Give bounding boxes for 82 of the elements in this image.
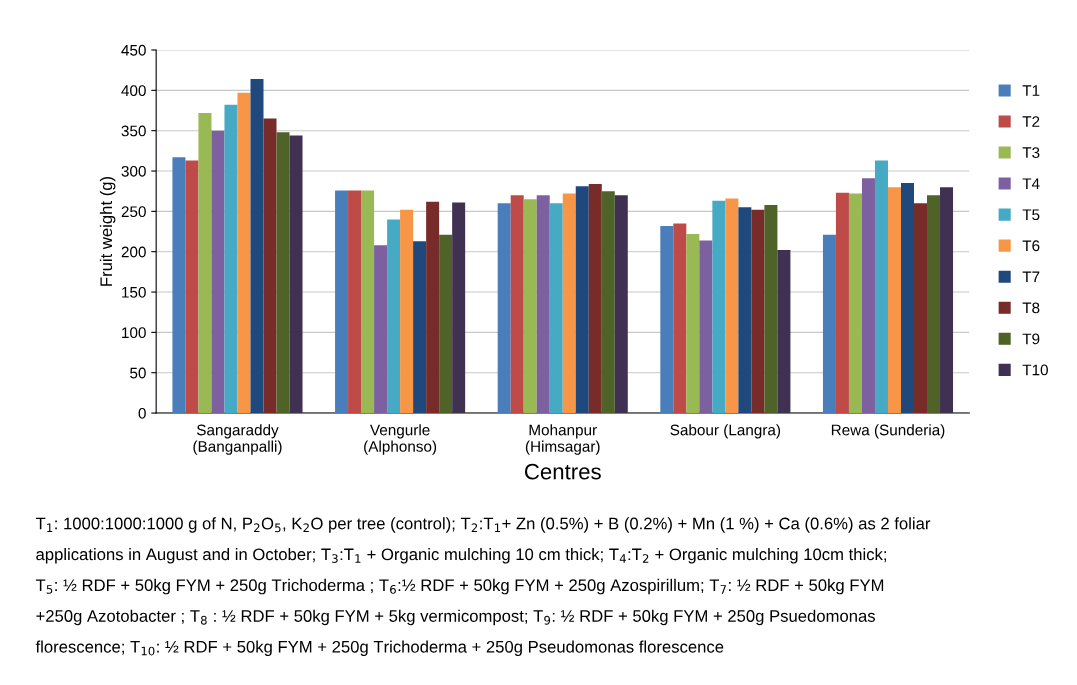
- bar: [699, 240, 713, 414]
- x-tick-label: Sabour (Langra): [670, 424, 781, 439]
- y-tick-label: 350: [121, 125, 146, 137]
- bar: [777, 250, 791, 414]
- bar: [887, 187, 901, 414]
- bar: [335, 190, 349, 414]
- bar: [914, 203, 928, 414]
- legend-label: T4: [1022, 178, 1040, 189]
- legend-label: T1: [1022, 85, 1040, 96]
- bar: [497, 203, 511, 414]
- bar: [738, 207, 752, 414]
- text: +250g Azotobacter ; T$_{8}$ : ½ RDF + 50kg FYM + 5kg vermicompost; T$_{9}$: ½ RDF + 50kg FYM + 250g Psuedomonas: [36, 609, 875, 626]
- bar: [276, 132, 290, 414]
- bar: [712, 200, 726, 414]
- bar: [601, 191, 615, 414]
- legend-label: T8: [1022, 302, 1040, 314]
- bar: [660, 225, 674, 414]
- bar: [549, 203, 563, 414]
- bar: [523, 199, 537, 414]
- bar: [510, 195, 524, 414]
- y-tick-label: 0: [138, 407, 146, 419]
- legend-label: T5: [1022, 209, 1040, 221]
- bar: [725, 198, 739, 414]
- bar: [400, 209, 414, 414]
- bar: [848, 193, 862, 414]
- bar: [874, 160, 888, 414]
- y-tick-label: 50: [130, 367, 146, 379]
- bar: [250, 79, 264, 414]
- bar: [901, 183, 915, 414]
- bar: [861, 178, 875, 414]
- bar: [575, 186, 589, 414]
- y-tick-label: 450: [121, 44, 146, 56]
- text: T$_{5}$: ½ RDF + 50kg FYM + 250g Trichoderma ; T$_{6}$:½ RDF + 50kg FYM + 250g Azospirillum; T$_{7}$: ½ RDF + 50kg FYM: [35, 578, 884, 595]
- bar: [387, 219, 401, 414]
- bar: [413, 241, 427, 414]
- bar: [374, 245, 388, 414]
- bar: [361, 190, 375, 414]
- bar: [764, 204, 778, 414]
- bar: [185, 160, 199, 414]
- bar: [211, 130, 225, 414]
- bar: [289, 135, 303, 414]
- y-tick-label: 100: [122, 327, 146, 339]
- bar: [927, 195, 941, 414]
- legend-label: T2: [1022, 116, 1040, 127]
- legend-label: T9: [1022, 333, 1040, 345]
- bar: [439, 234, 453, 414]
- x-tick-label: Rewa (Sunderia): [831, 424, 945, 439]
- y-tick-label: 300: [121, 165, 146, 177]
- bar: [536, 195, 550, 414]
- bar: [614, 195, 628, 414]
- bar: [940, 187, 954, 414]
- legend-label: T10: [1022, 364, 1048, 376]
- bar: [822, 234, 836, 414]
- y-tick-label: 250: [121, 206, 146, 218]
- bar: [237, 92, 251, 414]
- bar: [588, 183, 602, 414]
- x-axis-title: Centres: [524, 463, 601, 480]
- bar: [348, 190, 362, 414]
- bar: [686, 233, 700, 414]
- bar: [263, 118, 277, 414]
- text: T$_{1}$: 1000:1000:1000 g of N, P$_{2}$O$_{5}$, K$_{2}$O per tree (control); T$_{2}$:T$_{1}$+ Zn (0.5%) + B (0.2%) + Mn (1 %) + Ca (0.6%) as 2 foliar: [35, 517, 931, 533]
- legend-label: T6: [1022, 240, 1040, 252]
- bar: [172, 157, 186, 414]
- y-tick-label: 150: [122, 286, 146, 298]
- bar: [452, 202, 466, 414]
- bar: [224, 104, 238, 414]
- bar: [426, 201, 440, 414]
- bar: [751, 209, 765, 414]
- bar: [198, 112, 212, 414]
- text: florescence; T$_{10}$: ½ RDF + 50kg FYM + 250g Trichoderma + 250g Pseudomonas florescence: [35, 640, 724, 657]
- bar: [835, 192, 849, 414]
- x-tick-label: Sangaraddy (Banganpalli): [193, 424, 282, 455]
- text: applications in August and in October; T$_{3}$:T$_{1}$ + Organic mulching 10 cm thick; T$_{4}$:T$_{2}$ + Organic mulching 10cm thick;: [36, 548, 886, 564]
- legend-label: T3: [1022, 147, 1040, 159]
- y-tick-label: 200: [121, 246, 146, 258]
- bar: [673, 223, 687, 414]
- x-tick-label: Mohanpur (Himsagar): [525, 424, 600, 455]
- legend-label: T7: [1022, 271, 1040, 283]
- y-tick-label: 400: [121, 85, 146, 97]
- bar: [562, 193, 576, 414]
- x-tick-label: Vengurle (Alphonso): [364, 424, 437, 455]
- y-axis-title: Fruit weight (g): [99, 176, 116, 286]
